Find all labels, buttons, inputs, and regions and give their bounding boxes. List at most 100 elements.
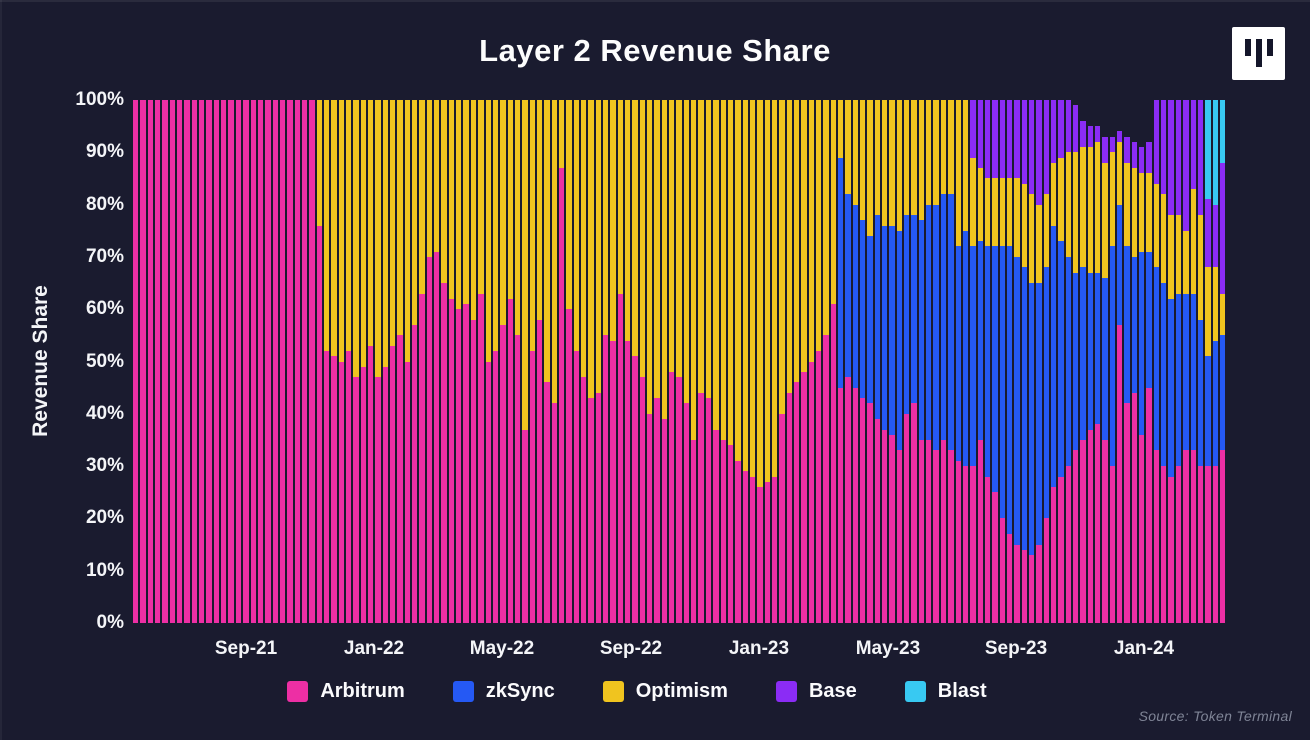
bar[interactable] [735,100,741,623]
bar[interactable] [1131,100,1138,623]
bar[interactable] [720,100,726,623]
bar[interactable] [764,100,770,623]
bar[interactable] [213,100,220,623]
bar[interactable] [713,100,719,623]
bar[interactable] [184,100,190,623]
bar[interactable] [992,100,998,623]
bar[interactable] [287,100,293,623]
bar[interactable] [177,100,183,623]
bar[interactable] [279,100,286,623]
bar[interactable] [1058,100,1064,623]
bar[interactable] [830,100,836,623]
legend-item-zksync[interactable]: zkSync [452,680,555,703]
bar[interactable] [926,100,932,623]
bar[interactable] [771,100,778,623]
bar[interactable] [390,100,396,623]
bar[interactable] [470,100,477,623]
bar[interactable] [1168,100,1174,623]
bar[interactable] [970,100,976,623]
bar[interactable] [1028,100,1035,623]
bar[interactable] [1095,100,1101,623]
bar[interactable] [911,100,917,623]
bar[interactable] [235,100,242,623]
bar[interactable] [632,100,638,623]
bar[interactable] [984,100,991,623]
legend-item-arbitrum[interactable]: Arbitrum [287,680,405,703]
bar[interactable] [522,100,528,623]
bar[interactable] [838,100,844,623]
bar[interactable] [1036,100,1042,623]
bar[interactable] [786,100,792,623]
bar[interactable] [874,100,881,623]
bar[interactable] [845,100,851,623]
bar[interactable] [669,100,675,623]
bar[interactable] [852,100,859,623]
bar[interactable] [1050,100,1057,623]
bar[interactable] [691,100,697,623]
bar[interactable] [507,100,513,623]
bar[interactable] [580,100,587,623]
bar[interactable] [793,100,800,623]
bar[interactable] [977,100,983,623]
bar[interactable] [397,100,403,623]
bar[interactable] [940,100,947,623]
bar[interactable] [551,100,557,623]
bar[interactable] [1153,100,1160,623]
bar[interactable] [595,100,601,623]
bar[interactable] [1014,100,1020,623]
bar[interactable] [1021,100,1027,623]
bar[interactable] [933,100,939,623]
legend-item-optimism[interactable]: Optimism [602,680,728,703]
bar[interactable] [558,100,565,623]
bar[interactable] [228,100,234,623]
bar[interactable] [779,100,785,623]
bar[interactable] [463,100,469,623]
bar[interactable] [962,100,969,623]
bar[interactable] [1102,100,1108,623]
bar[interactable] [757,100,763,623]
bar[interactable] [588,100,594,623]
bar[interactable] [265,100,271,623]
bar[interactable] [529,100,535,623]
bar[interactable] [353,100,359,623]
bar[interactable] [742,100,748,623]
bar[interactable] [250,100,256,623]
bar[interactable] [882,100,888,623]
bar[interactable] [603,100,609,623]
bar[interactable] [456,100,462,623]
bar[interactable] [492,100,499,623]
bar[interactable] [206,100,212,623]
bar[interactable] [331,100,337,623]
bar[interactable] [169,100,176,623]
bar[interactable] [478,100,484,623]
bar[interactable] [823,100,829,623]
bar[interactable] [514,100,521,623]
bar[interactable] [272,100,278,623]
bar[interactable] [1073,100,1079,623]
bar[interactable] [1212,100,1218,623]
bar[interactable] [500,100,506,623]
bar[interactable] [221,100,227,623]
bar[interactable] [683,100,690,623]
bar[interactable] [698,100,704,623]
bar[interactable] [199,100,205,623]
bar[interactable] [955,100,961,623]
bar[interactable] [676,100,682,623]
bar[interactable] [617,100,624,623]
bar[interactable] [1205,100,1211,623]
bar[interactable] [1161,100,1167,623]
bar[interactable] [1197,100,1204,623]
legend-item-blast[interactable]: Blast [904,680,987,703]
bar[interactable] [155,100,161,623]
bar[interactable] [647,100,653,623]
bar[interactable] [918,100,925,623]
bar[interactable] [1087,100,1094,623]
bar[interactable] [1175,100,1182,623]
bar[interactable] [301,100,308,623]
bar[interactable] [375,100,381,623]
bar[interactable] [1139,100,1145,623]
bar[interactable] [867,100,873,623]
bar[interactable] [904,100,910,623]
bar[interactable] [419,100,425,623]
legend-item-base[interactable]: Base [775,680,857,703]
